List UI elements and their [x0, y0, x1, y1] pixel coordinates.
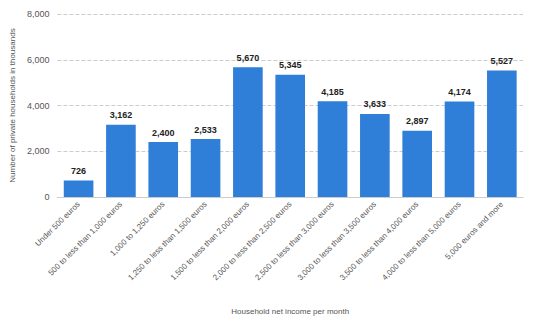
svg-text:8,000: 8,000	[27, 9, 50, 19]
svg-text:Under 500 euros: Under 500 euros	[33, 200, 81, 248]
svg-text:4,000: 4,000	[27, 101, 50, 111]
svg-text:5,670: 5,670	[237, 53, 260, 63]
svg-text:4,185: 4,185	[321, 87, 344, 97]
svg-text:1,000 to 1,250 euros: 1,000 to 1,250 euros	[108, 199, 167, 258]
svg-text:2,533: 2,533	[194, 125, 217, 135]
svg-text:3,633: 3,633	[364, 99, 387, 109]
svg-text:726: 726	[71, 166, 86, 176]
svg-text:1,500 to less than 2,000 euros: 1,500 to less than 2,000 euros	[169, 200, 251, 282]
svg-text:5,527: 5,527	[491, 56, 514, 66]
svg-text:5,000 euros and more: 5,000 euros and more	[443, 199, 505, 261]
svg-text:6,000: 6,000	[27, 55, 50, 65]
svg-text:0: 0	[44, 192, 49, 202]
svg-text:1,250 to less than 1,500 euros: 1,250 to less than 1,500 euros	[126, 200, 208, 282]
svg-text:Household net income per month: Household net income per month	[231, 307, 349, 316]
svg-text:2,400: 2,400	[152, 128, 175, 138]
svg-text:500 to less than 1,000 euros: 500 to less than 1,000 euros	[46, 200, 124, 278]
svg-text:5,345: 5,345	[279, 60, 302, 70]
svg-text:2,897: 2,897	[406, 116, 429, 126]
svg-text:2,500 to less than 3,000 euros: 2,500 to less than 3,000 euros	[253, 200, 335, 282]
svg-text:2,000: 2,000	[27, 146, 50, 156]
svg-text:3,500 to less than 4,000 euros: 3,500 to less than 4,000 euros	[338, 200, 420, 282]
svg-text:2,000 to less than 2,500 euros: 2,000 to less than 2,500 euros	[211, 200, 293, 282]
svg-text:3,162: 3,162	[110, 110, 133, 120]
svg-text:Number of private households i: Number of private households in thousand…	[8, 28, 17, 182]
svg-text:3,000 to less than 3,500 euros: 3,000 to less than 3,500 euros	[296, 200, 378, 282]
svg-text:4,174: 4,174	[448, 87, 471, 97]
svg-text:4,000 to less than 5,000 euros: 4,000 to less than 5,000 euros	[380, 200, 462, 282]
